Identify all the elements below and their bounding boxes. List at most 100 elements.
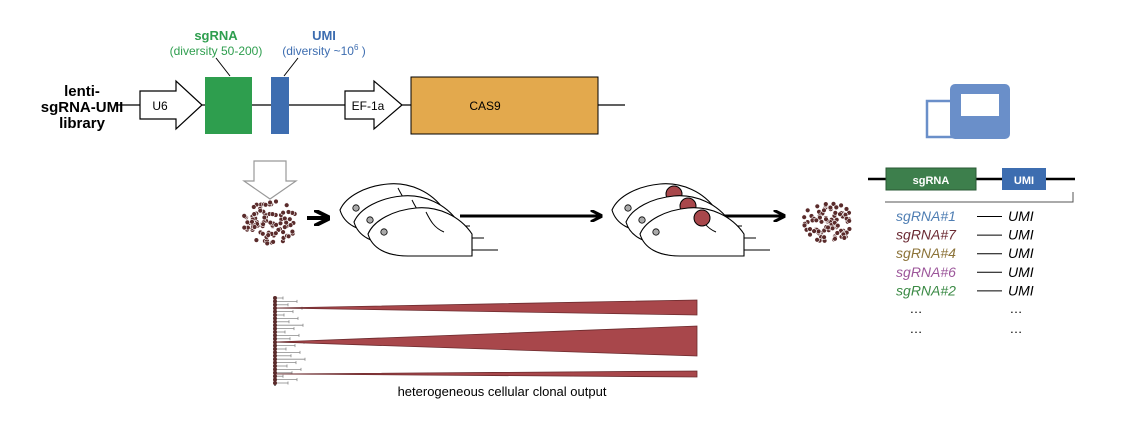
mouse-body [367, 207, 473, 257]
cell [829, 225, 836, 232]
umi-leader-line [283, 57, 299, 77]
cas9-label: CAS9 [469, 99, 501, 113]
cell [253, 237, 260, 243]
mouse-body [639, 207, 745, 257]
cell [832, 236, 838, 242]
library-label-line2: sgRNA-UMI [41, 99, 124, 116]
ellipsis-umi: … [1010, 301, 1023, 316]
cell [244, 219, 251, 226]
library-label-line3: library [59, 115, 106, 132]
cas9-block [410, 76, 599, 135]
clone-cell [273, 353, 277, 358]
clone-cell [273, 330, 277, 334]
read-umi-block [1002, 168, 1046, 190]
cell [265, 232, 271, 238]
umi-block [271, 77, 289, 134]
row-sgrna-label: sgRNA#6 [896, 264, 956, 280]
clone-cell [273, 326, 277, 331]
u6-label: U6 [152, 99, 168, 113]
cell [287, 222, 294, 228]
sgrna-umi-table: sgRNA#1 UMI sgRNA#7 UMI sgRNA#4 UMI sgRNA#6 UMI… [896, 208, 1034, 336]
cell [838, 202, 844, 209]
cell [846, 218, 852, 224]
row-umi-label: UMI [1008, 264, 1034, 280]
cell [267, 219, 274, 226]
ellipsis-sgrna: … [910, 321, 923, 336]
cell [251, 224, 258, 230]
table-row: sgRNA#1 UMI [896, 208, 1034, 224]
clone-cell [273, 374, 277, 379]
mouse [639, 207, 770, 257]
cell-cluster-right [801, 201, 853, 244]
cell [827, 204, 834, 211]
ellipsis-umi: … [1010, 321, 1023, 336]
clone-wedge-bottom [274, 370, 698, 378]
cell [285, 209, 292, 215]
row-sgrna-label: sgRNA#1 [896, 208, 956, 224]
clone-cell [273, 343, 277, 348]
cell [811, 228, 817, 234]
cell [801, 214, 807, 220]
cell [260, 231, 266, 237]
sgrna-title: sgRNA [194, 28, 238, 43]
clone-cell [273, 367, 277, 372]
mouse-eye [352, 204, 360, 212]
row-sgrna-label: sgRNA#7 [896, 227, 957, 243]
clone-cell [273, 302, 277, 307]
cell [823, 201, 829, 207]
row-umi-label: UMI [1008, 245, 1034, 261]
clone-wedge-middle [274, 325, 698, 357]
cell [841, 235, 847, 241]
cell [241, 224, 248, 231]
cell [273, 198, 279, 205]
clone-cell [273, 360, 277, 365]
mouse-eye [638, 216, 646, 224]
cell [269, 211, 276, 217]
cell [832, 210, 838, 216]
cell [833, 204, 839, 211]
clone-cell [273, 296, 277, 300]
sgrna-block [205, 77, 252, 134]
umi-subtitle: (diversity ~106 ) [282, 43, 366, 58]
row-umi-label: UMI [1008, 208, 1034, 224]
ef1a-label: EF-1a [352, 99, 385, 113]
read-bracket [885, 192, 1074, 203]
cell [835, 223, 841, 229]
ef1a-promoter-arrow [344, 79, 403, 131]
cell [285, 233, 292, 240]
computer-screen [961, 94, 999, 116]
clone-stems [273, 296, 306, 386]
row-sgrna-label: sgRNA#4 [896, 245, 956, 261]
cell [817, 214, 823, 221]
computer-icon [925, 84, 1010, 139]
tumor [693, 209, 711, 227]
cell [260, 221, 266, 227]
clonal-output-panel: heterogeneous cellular clonal output [273, 296, 698, 399]
clone-cell [273, 299, 277, 304]
sequencing-read: sgRNA UMI [868, 167, 1075, 203]
clone-wedge-top [274, 299, 698, 316]
clone-cell [273, 319, 277, 324]
table-row: sgRNA#6 UMI [896, 264, 1034, 280]
cell [241, 213, 247, 219]
clone-cell [273, 323, 277, 328]
cell [280, 210, 286, 216]
clone-cell [273, 336, 277, 341]
clone-cell [273, 350, 277, 355]
lenti-construct: lenti- sgRNA-UMI library U6 sgRNA (diver… [41, 28, 625, 135]
mouse [367, 207, 498, 257]
cell [282, 224, 288, 230]
clone-cell [273, 309, 277, 314]
clone-cell [273, 316, 277, 321]
cell [821, 207, 827, 214]
clone-cell [273, 364, 277, 368]
cell [251, 211, 257, 217]
mice-group-transplant [339, 183, 498, 257]
cell [287, 216, 293, 222]
cell [825, 224, 831, 231]
table-row: sgRNA#4 UMI [896, 245, 1034, 261]
row-sgrna-label: sgRNA#2 [896, 282, 956, 298]
cell [251, 204, 257, 210]
cell [277, 220, 284, 227]
u6-promoter-arrow [139, 79, 203, 131]
